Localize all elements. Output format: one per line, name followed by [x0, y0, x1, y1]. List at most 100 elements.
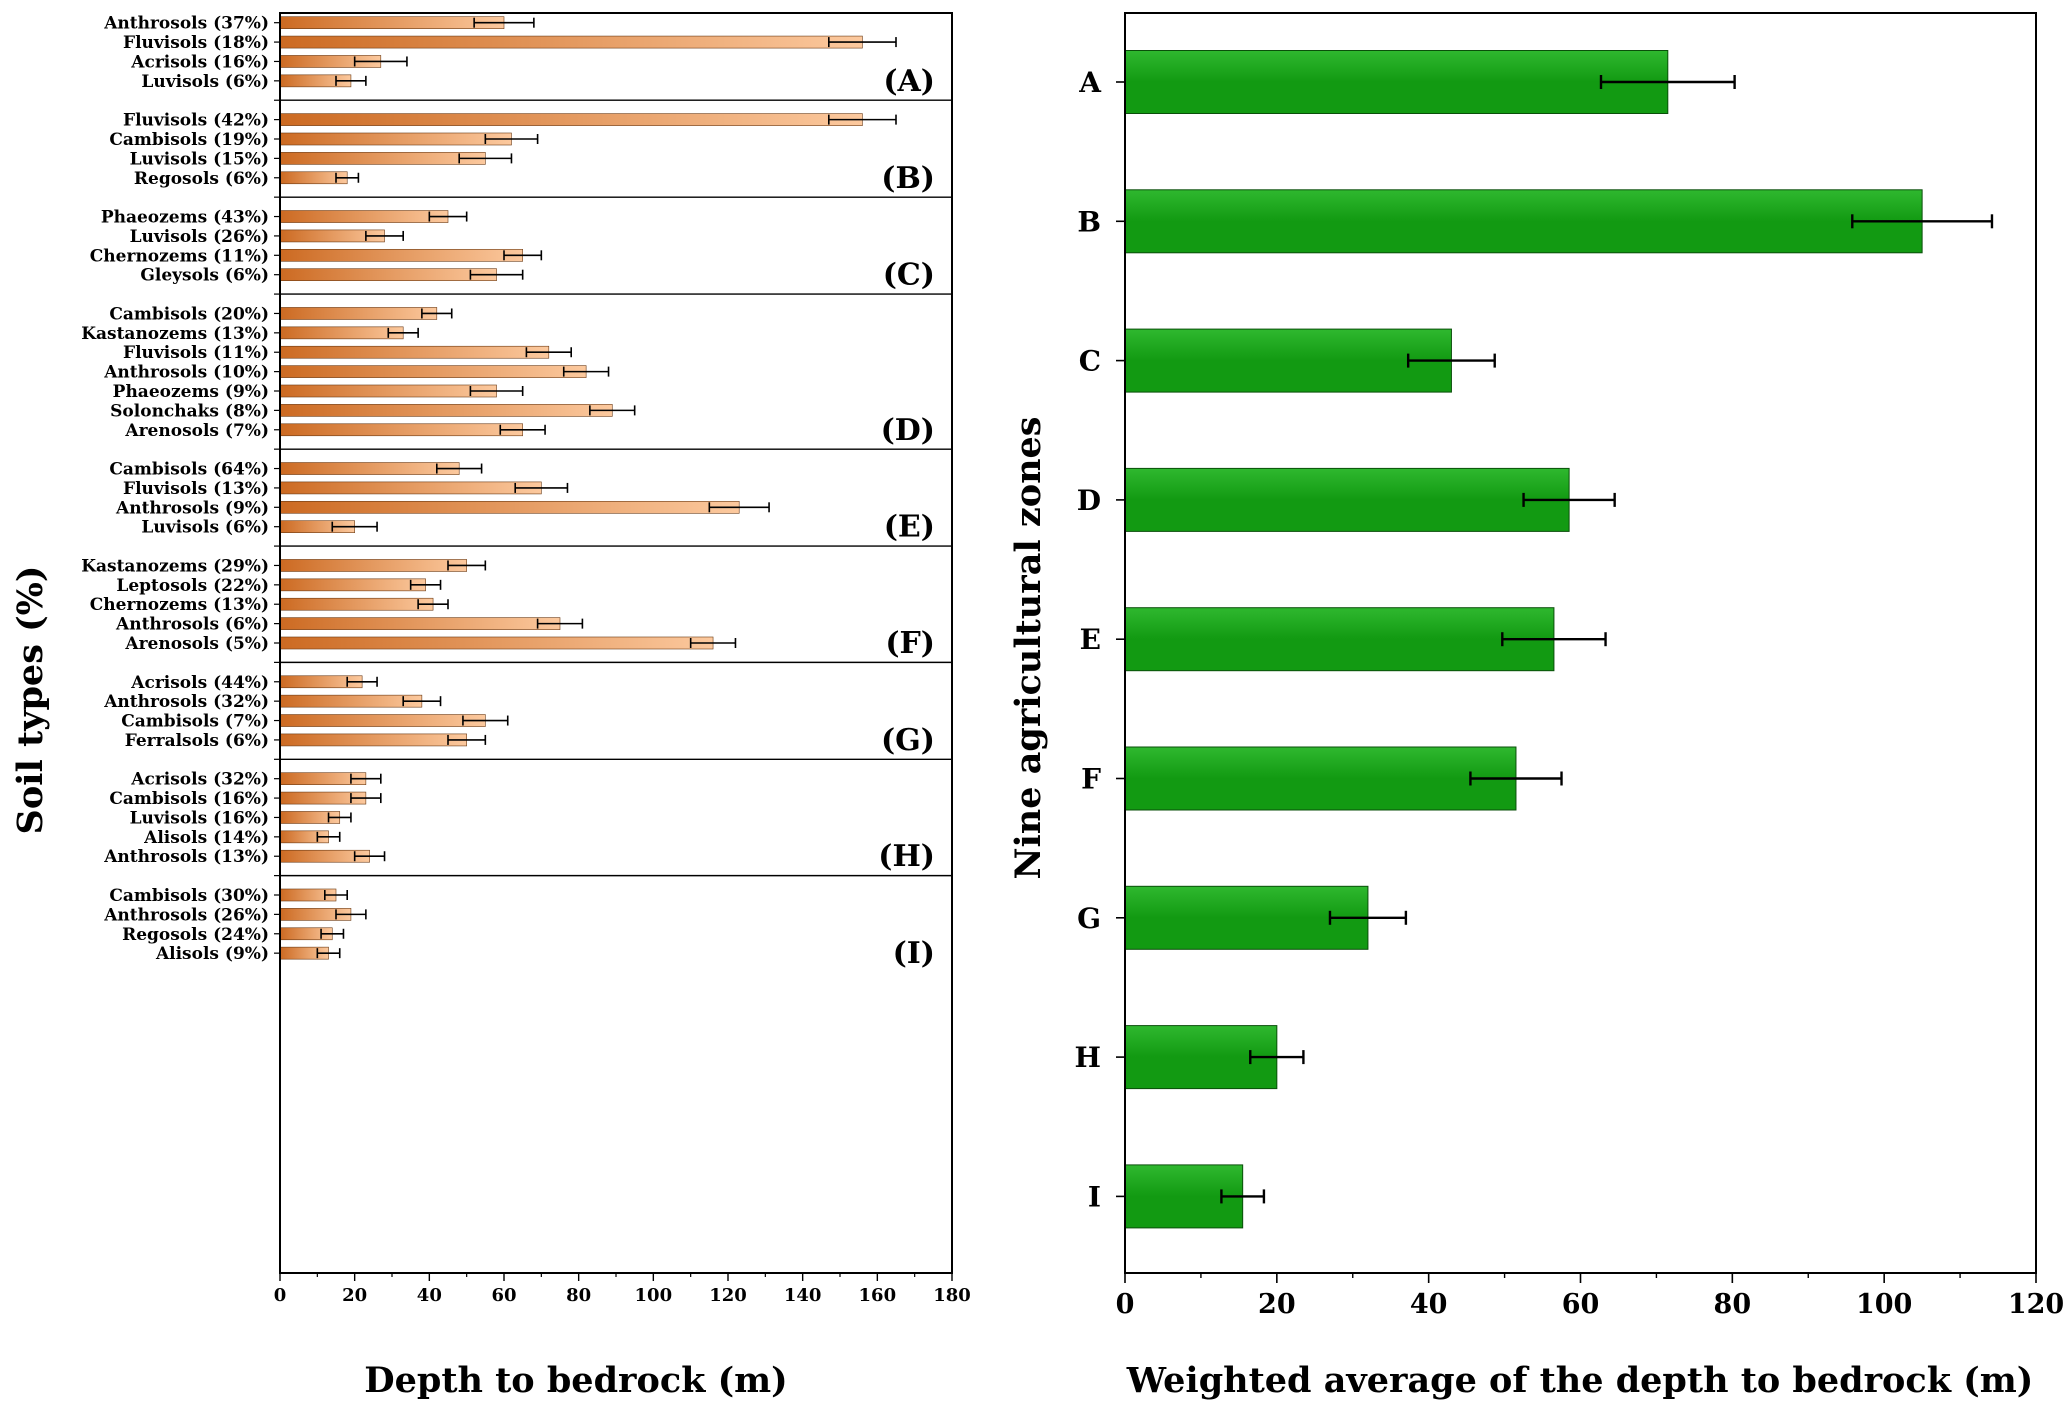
zone-x-tick-label: 80	[1714, 1289, 1752, 1320]
soil-label: Gleysols (6%)	[140, 266, 269, 286]
zone-bar	[1124, 607, 1555, 672]
zone-label: D	[1077, 484, 1101, 517]
soil-x-tick-label: 40	[417, 1285, 442, 1306]
zone-label: A	[1078, 66, 1102, 99]
soil-label: Luvisols (6%)	[141, 518, 269, 538]
soil-bar	[279, 345, 550, 359]
soil-panel: Cambisols (20%)Kastanozems (13%)Fluvisol…	[81, 304, 935, 447]
soil-x-axis-title: Depth to bedrock (m)	[364, 1360, 788, 1401]
soil-label: Arenosols (5%)	[124, 634, 269, 654]
soil-x-axis: 0 20 40 60 80 100 120 140 160 180	[274, 1273, 971, 1306]
soil-panel: Cambisols (64%)Fluvisols (13%)Anthrosols…	[109, 460, 935, 545]
soil-bar	[279, 714, 486, 727]
soil-label: Regosols (24%)	[122, 925, 269, 945]
soil-label: Fluvisols (42%)	[123, 111, 269, 131]
soil-panel: Phaeozems (43%)Luvisols (26%)Chernozems …	[90, 208, 935, 293]
soil-label: Fluvisols (11%)	[123, 343, 269, 363]
soil-bar	[279, 559, 467, 572]
soil-x-tick-label: 160	[859, 1285, 897, 1306]
soil-label: Kastanozems (29%)	[81, 556, 269, 576]
soil-x-tick-label: 20	[342, 1285, 367, 1306]
soil-label: Alisols (14%)	[143, 828, 269, 848]
soil-bar	[279, 617, 561, 630]
soil-bar	[279, 35, 863, 49]
soil-label: Acrisols (44%)	[130, 673, 269, 693]
soil-label: Cambisols (7%)	[121, 712, 269, 732]
zone-bar	[1124, 328, 1452, 393]
soil-x-tick-label: 0	[274, 1285, 287, 1306]
soil-y-axis-title: Soil types (%)	[10, 566, 51, 835]
zone-x-tick-label: 100	[1856, 1289, 1912, 1320]
soil-label: Regosols (6%)	[134, 169, 269, 189]
soil-x-tick-label: 120	[709, 1285, 747, 1306]
zone-x-tick-label: 120	[2008, 1289, 2064, 1320]
zone-x-tick-label: 0	[1116, 1289, 1135, 1320]
zone-chart: A B C D E F G H I 0 20 40 60 80 100 120 Weighted avera…	[1008, 12, 2064, 1401]
zone-label: E	[1080, 623, 1101, 656]
soil-label: Anthrosols (32%)	[103, 692, 269, 712]
soil-x-tick-label: 80	[566, 1285, 591, 1306]
soil-label: Luvisols (15%)	[130, 149, 269, 169]
soil-label: Luvisols (26%)	[130, 227, 269, 247]
soil-x-tick-label: 180	[933, 1285, 971, 1306]
soil-label: Chernozems (13%)	[90, 595, 269, 615]
zone-label: H	[1075, 1041, 1101, 1074]
soil-label: Cambisols (19%)	[109, 130, 269, 150]
zone-bar-group: H	[1075, 1025, 1305, 1090]
soil-bar	[279, 210, 449, 223]
soil-bar	[279, 384, 497, 398]
soil-bar	[279, 16, 505, 30]
soil-panel: Fluvisols (42%)Cambisols (19%)Luvisols (…	[109, 111, 935, 196]
soil-label: Cambisols (20%)	[109, 304, 269, 324]
soil-label: Cambisols (16%)	[109, 789, 269, 809]
panel-letter: (F)	[885, 626, 935, 661]
soil-label: Acrisols (16%)	[130, 52, 269, 72]
soil-chart: Anthrosols (37%)Fluvisols (18%)Acrisols …	[10, 12, 971, 1401]
soil-label: Phaeozems (43%)	[101, 208, 269, 228]
zone-x-tick-label: 40	[1410, 1289, 1448, 1320]
soil-label: Anthrosols (9%)	[115, 498, 269, 518]
soil-label: Cambisols (64%)	[109, 460, 269, 480]
soil-bar	[279, 113, 863, 126]
zone-bar	[1124, 746, 1517, 811]
soil-bar	[279, 462, 460, 475]
soil-bar	[279, 481, 542, 495]
panel-letter: (G)	[881, 723, 935, 758]
soil-panels: Anthrosols (37%)Fluvisols (18%)Acrisols …	[81, 14, 952, 971]
zone-bar-group: D	[1077, 467, 1616, 532]
soil-label: Leptosols (22%)	[116, 576, 269, 596]
soil-label: Anthrosols (10%)	[103, 363, 269, 383]
soil-bar	[279, 404, 613, 417]
zone-bar	[1124, 467, 1570, 532]
soil-label: Anthrosols (26%)	[103, 905, 269, 925]
soil-bar	[279, 307, 438, 320]
zone-bar	[1124, 189, 1923, 254]
zone-label: B	[1077, 205, 1101, 238]
zone-x-tick-label: 60	[1562, 1289, 1600, 1320]
soil-x-tick-label: 100	[635, 1285, 673, 1306]
soil-bar	[279, 694, 423, 708]
soil-label: Anthrosols (37%)	[103, 14, 269, 34]
soil-label: Kastanozems (13%)	[81, 324, 269, 344]
soil-x-tick-label: 60	[491, 1285, 516, 1306]
panel-letter: (H)	[878, 839, 935, 874]
zone-label: C	[1079, 345, 1101, 378]
soil-label: Cambisols (30%)	[109, 886, 269, 906]
soil-bar	[279, 152, 486, 165]
soil-label: Anthrosols (6%)	[115, 615, 269, 635]
panel-letter: (A)	[883, 64, 935, 99]
zone-bar-group: B	[1077, 189, 1994, 254]
soil-bar	[279, 500, 740, 514]
soil-label: Fluvisols (13%)	[123, 479, 269, 499]
zone-x-tick-label: 20	[1258, 1289, 1296, 1320]
soil-panel: Anthrosols (37%)Fluvisols (18%)Acrisols …	[103, 14, 935, 99]
zone-x-axis-title: Weighted average of the depth to bedrock…	[1126, 1360, 2034, 1401]
soil-label: Acrisols (32%)	[130, 770, 269, 790]
zone-bar-group: E	[1080, 607, 1607, 672]
soil-label: Chernozems (11%)	[90, 246, 269, 266]
soil-bar	[279, 597, 434, 611]
zone-bars: A B C D E F G H I	[1075, 50, 1994, 1229]
zone-y-axis-title: Nine agricultural zones	[1008, 417, 1049, 880]
zone-x-axis: 0 20 40 60 80 100 120	[1116, 1273, 2064, 1320]
soil-label: Arenosols (7%)	[124, 421, 269, 441]
